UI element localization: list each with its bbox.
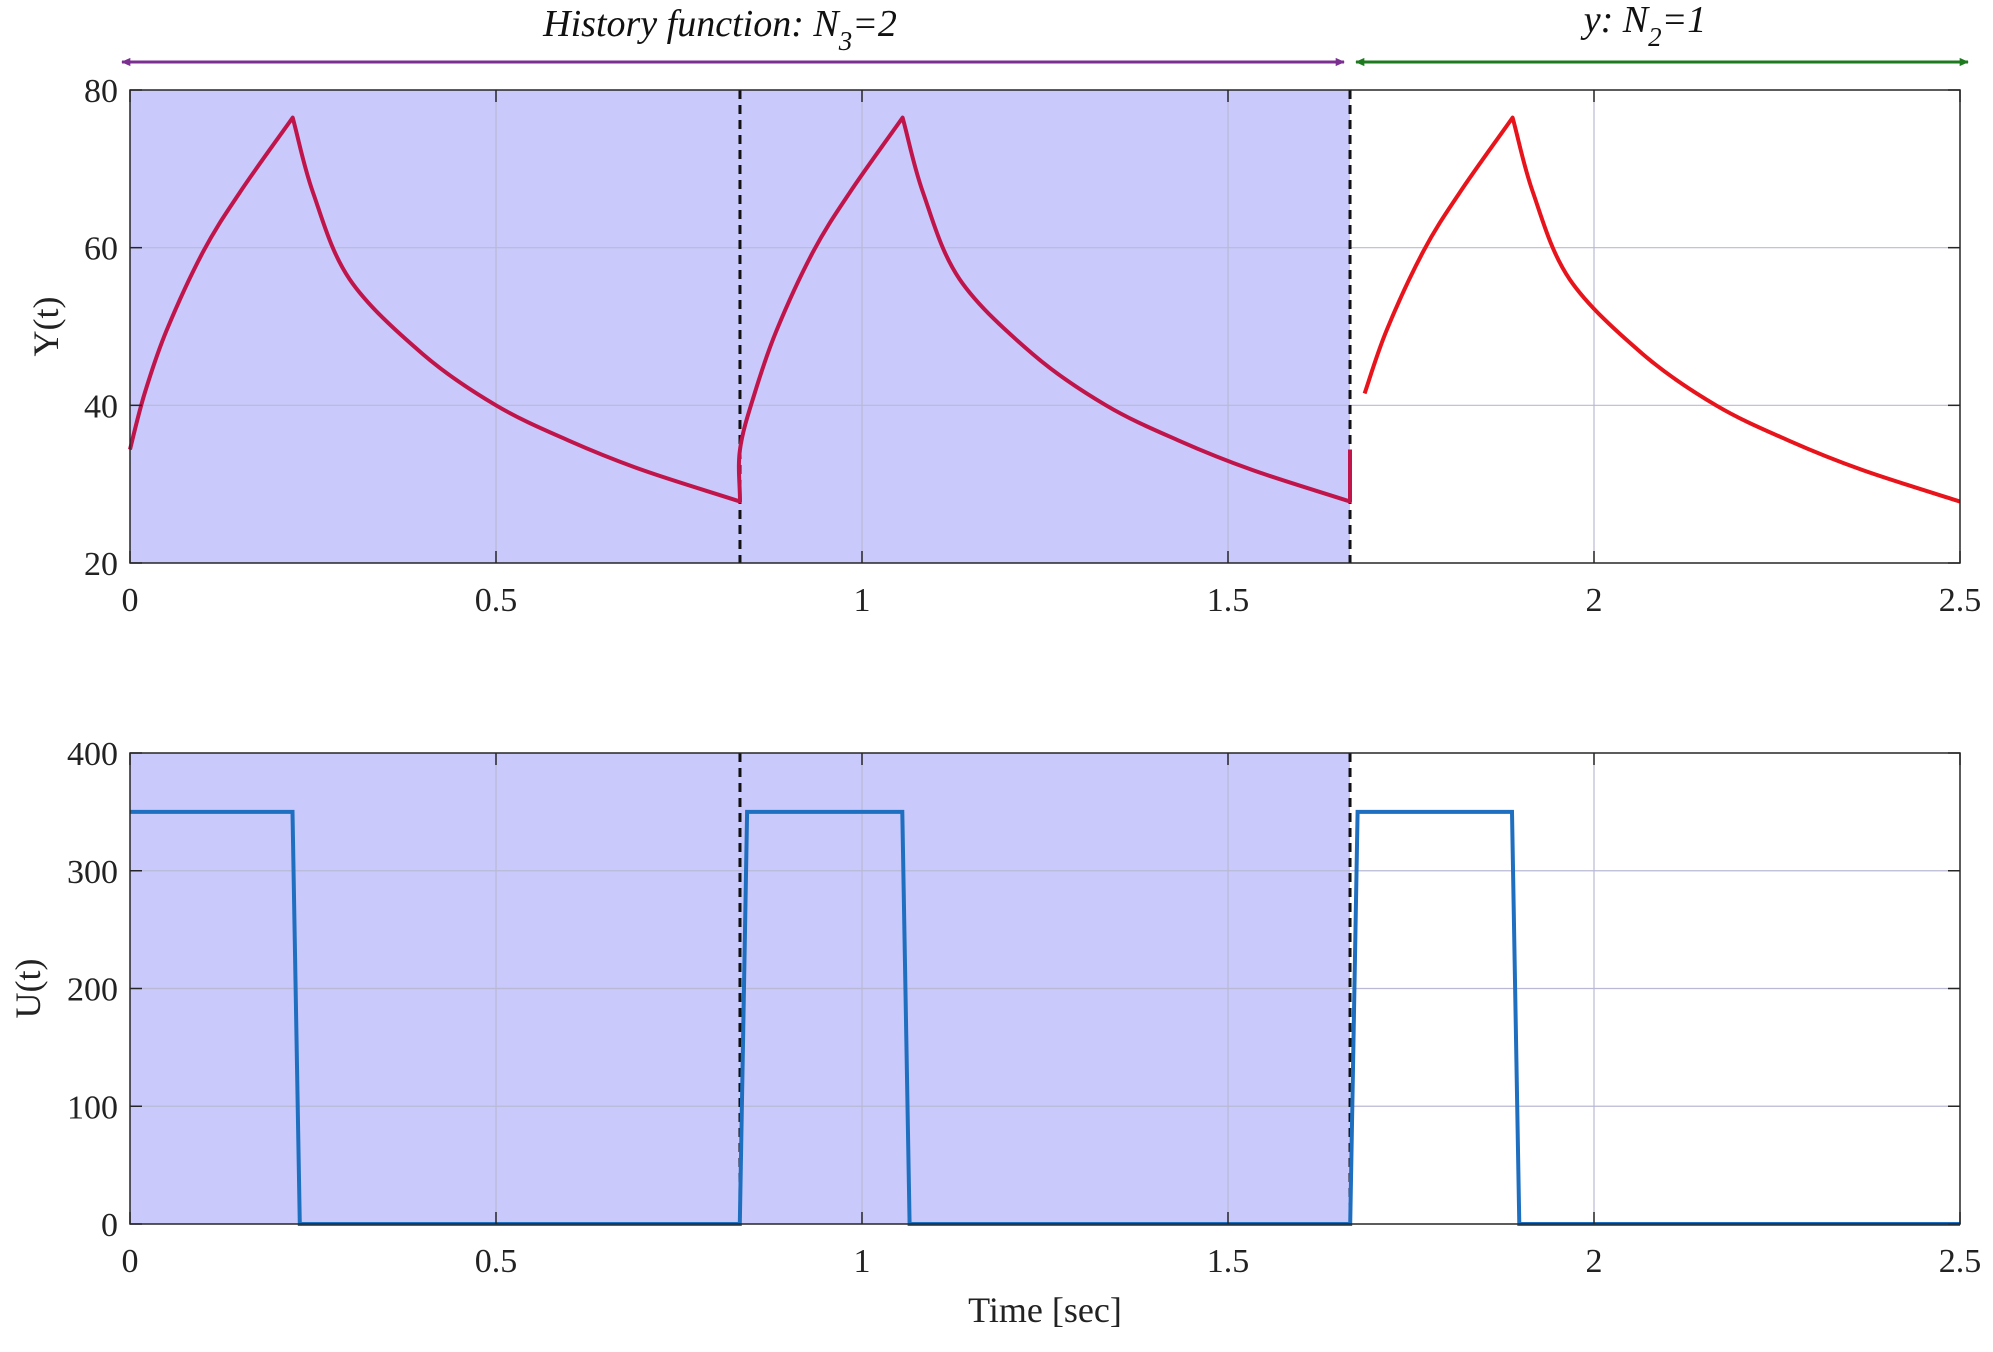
x-tick-label: 1.5: [1207, 1243, 1250, 1280]
y-axis-label: Y(t): [26, 297, 66, 357]
y-series: [128, 115, 1961, 504]
u-grid: [130, 753, 1960, 1224]
time-axis-label: Time [sec]: [968, 1290, 1122, 1330]
y-axis-ticks: 0 0.5 1 1.5 2 2.5 20 40 60 80: [84, 73, 1981, 619]
x-tick-label: 0: [122, 1243, 139, 1280]
x-tick-label: 1: [854, 1243, 871, 1280]
x-tick-label: 2: [1586, 1243, 1603, 1280]
y-tick-label: 100: [67, 1089, 118, 1126]
x-tick-label: 0.5: [475, 1243, 518, 1280]
x-tick-label: 1.5: [1207, 582, 1250, 619]
y-series-line-1: [1362, 115, 1961, 504]
u-series: [130, 809, 1960, 1226]
y-tick-label: 40: [84, 388, 118, 425]
y-tick-label: 300: [67, 854, 118, 891]
x-tick-label: 1: [854, 582, 871, 619]
y-label: y: N2=1: [1580, 0, 1707, 52]
u-series-line-0: [130, 809, 1960, 1226]
x-tick-label: 2: [1586, 582, 1603, 619]
y-tick-label: 0: [101, 1207, 118, 1244]
u-plot: 0 0.5 1 1.5 2 2.5 0 100 200 300 400 U(t) Time [sec…: [8, 736, 1981, 1330]
y-grid: [130, 90, 1960, 563]
history-label: History function: N3=2: [542, 3, 897, 56]
x-tick-label: 2.5: [1939, 582, 1982, 619]
u-axis-label: U(t): [8, 959, 48, 1019]
y-tick-label: 200: [67, 972, 118, 1009]
y-tick-label: 400: [67, 736, 118, 773]
y-tick-label: 20: [84, 546, 118, 583]
y-tick-label: 80: [84, 73, 118, 110]
y-plot: 0 0.5 1 1.5 2 2.5 20 40 60 80 Y(t): [26, 73, 1981, 619]
u-axis-ticks: 0 0.5 1 1.5 2 2.5 0 100 200 300 400: [67, 736, 1981, 1280]
y-series-line-0: [128, 115, 1353, 504]
x-tick-label: 0: [122, 582, 139, 619]
y-axes-frame: [129, 89, 1961, 564]
x-tick-label: 0.5: [475, 582, 518, 619]
annotation-y: y: N2=1: [1355, 0, 1969, 67]
y-tick-label: 60: [84, 231, 118, 268]
x-tick-label: 2.5: [1939, 1243, 1982, 1280]
annotation-history: History function: N3=2: [121, 3, 1345, 67]
